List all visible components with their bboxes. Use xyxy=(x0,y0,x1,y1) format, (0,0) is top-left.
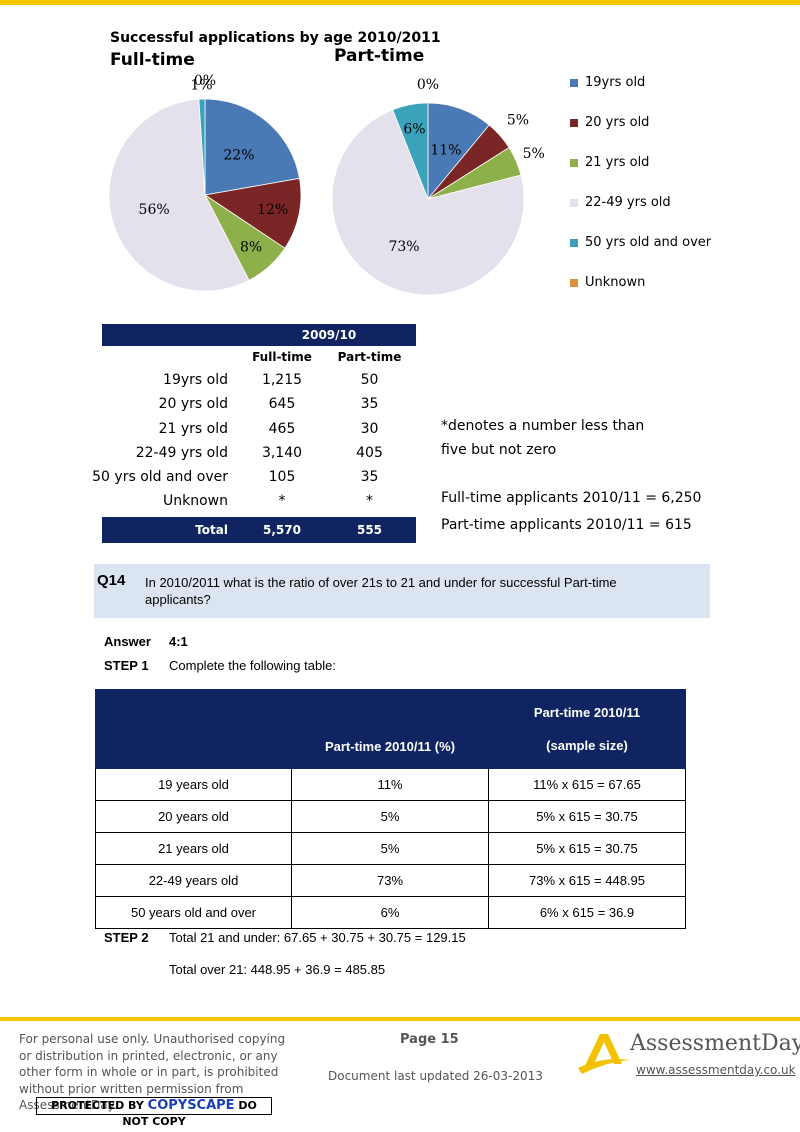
assessmentday-logo-icon xyxy=(578,1034,630,1074)
answer-value: 4:1 xyxy=(169,634,188,649)
table-row: 22-49 yrs old 3,140 405 xyxy=(135,444,383,461)
table-row: 19yrs old 1,215 50 xyxy=(163,372,379,388)
pie-slice-50-yrs-old-and-over xyxy=(392,102,429,200)
legend-item: 22-49 yrs old xyxy=(570,194,711,234)
parttime-pie-chart: 11% 5% 5% 73% 6% 0% xyxy=(331,77,545,296)
table-row: 20 years old 5% 5% x 615 = 30.75 xyxy=(95,800,686,833)
answer-label: Answer xyxy=(104,634,151,649)
last-updated: Document last updated 26-03-2013 xyxy=(328,1069,543,1083)
table-row: 50 years old and over 6% 6% x 615 = 36.9 xyxy=(95,896,686,929)
pie-data-label: 5% xyxy=(507,113,529,129)
pie-data-label: 22% xyxy=(223,148,254,164)
charts-title: Successful applications by age 2010/2011 xyxy=(110,30,441,46)
pie-data-label: 12% xyxy=(257,202,288,218)
table-row: 19 years old 11% 11% x 615 = 67.65 xyxy=(95,768,686,801)
pie-data-label: 11% xyxy=(430,142,461,158)
parttime-calculation-table: Part-time 2010/11 (%) Part-time 2010/11 … xyxy=(95,689,686,929)
copyscape-badge[interactable]: PROTECTED BY COPYSCAPE DO NOT COPY xyxy=(36,1097,272,1128)
table-row: 21 yrs old 465 30 xyxy=(158,420,379,437)
legend-swatch xyxy=(570,279,578,287)
assessmentday-logo-text: AssessmentDay xyxy=(630,1031,800,1056)
step2-label: STEP 2 xyxy=(104,930,149,945)
legend-item: 20 yrs old xyxy=(570,114,711,154)
pie-data-label: 73% xyxy=(388,239,419,255)
footer-accent-bar xyxy=(0,1017,800,1021)
top-accent-bar xyxy=(0,0,800,5)
chart-legend: 19yrs old 20 yrs old 21 yrs old 22-49 yr… xyxy=(570,74,711,314)
note-parttime-total: Part-time applicants 2010/11 = 615 xyxy=(441,517,692,533)
page-number: Page 15 xyxy=(400,1032,459,1047)
pie-data-label: 8% xyxy=(240,240,262,256)
age-table-2009-10: 2009/10 Full-time Part-time 19yrs old 1,2… xyxy=(92,324,416,543)
pie-data-label: 1% xyxy=(190,78,212,94)
table-row: Unknown * * xyxy=(163,493,373,510)
question-box: Q14 In 2010/2011 what is the ratio of ov… xyxy=(94,564,710,618)
question-number: Q14 xyxy=(97,572,126,589)
pie-slice-20-yrs-old xyxy=(203,177,302,249)
table-total-row: Total 5,570 555 xyxy=(102,516,416,543)
table-row: 50 yrs old and over 105 35 xyxy=(92,469,379,486)
table-row: 21 years old 5% 5% x 615 = 30.75 xyxy=(95,832,686,865)
legend-swatch xyxy=(570,119,578,127)
table-subheader: Full-time Part-time xyxy=(252,350,402,364)
pie-data-label: 6% xyxy=(403,121,425,137)
pie-data-label: 5% xyxy=(523,146,545,162)
note-asterisk-line2: five but not zero xyxy=(441,442,557,458)
pie-slice-19yrs-old xyxy=(204,98,301,196)
note-asterisk-line1: *denotes a number less than xyxy=(441,418,645,434)
pie-slice-19yrs-old xyxy=(427,102,490,201)
pie-slice-22-49-yrs-old xyxy=(331,109,525,296)
note-fulltime-total: Full-time applicants 2010/11 = 6,250 xyxy=(441,490,702,506)
pie-slice-22-49-yrs-old xyxy=(108,98,250,292)
footer-disclaimer: For personal use only. Unauthorised copy… xyxy=(19,1032,286,1112)
legend-swatch xyxy=(570,79,578,87)
parttime-pie-title: Part-time xyxy=(334,46,425,66)
legend-item: 19yrs old xyxy=(570,74,711,114)
step2-line2: Total over 21: 448.95 + 36.9 = 485.85 xyxy=(169,962,386,977)
legend-swatch xyxy=(570,239,578,247)
pie-data-label: 56% xyxy=(139,202,170,218)
question-text: In 2010/2011 what is the ratio of over 2… xyxy=(145,575,617,607)
legend-swatch xyxy=(570,159,578,167)
pie-slice-50-yrs-old-and-over xyxy=(198,98,206,196)
pie-data-label: 0% xyxy=(417,77,439,93)
legend-item: 50 yrs old and over xyxy=(570,234,711,274)
legend-swatch xyxy=(570,199,578,207)
legend-item: Unknown xyxy=(570,274,711,314)
pie-data-label: 0% xyxy=(194,73,216,89)
legend-item: 21 yrs old xyxy=(570,154,711,194)
table-header: 2009/10 xyxy=(102,324,416,346)
table-row: 22-49 years old 73% 73% x 615 = 448.95 xyxy=(95,864,686,897)
step2-line1: Total 21 and under: 67.65 + 30.75 + 30.7… xyxy=(169,930,466,945)
table-row: 20 yrs old 645 35 xyxy=(158,396,379,413)
fulltime-pie-chart: 22% 12% 8% 56% 1%0% xyxy=(108,73,302,292)
table-header-row: Part-time 2010/11 (%) Part-time 2010/11 … xyxy=(95,689,686,769)
step1-label: STEP 1 xyxy=(104,658,149,673)
fulltime-pie-title: Full-time xyxy=(110,50,195,70)
step1-text: Complete the following table: xyxy=(169,658,336,673)
assessmentday-link[interactable]: www.assessmentday.co.uk xyxy=(636,1063,796,1077)
